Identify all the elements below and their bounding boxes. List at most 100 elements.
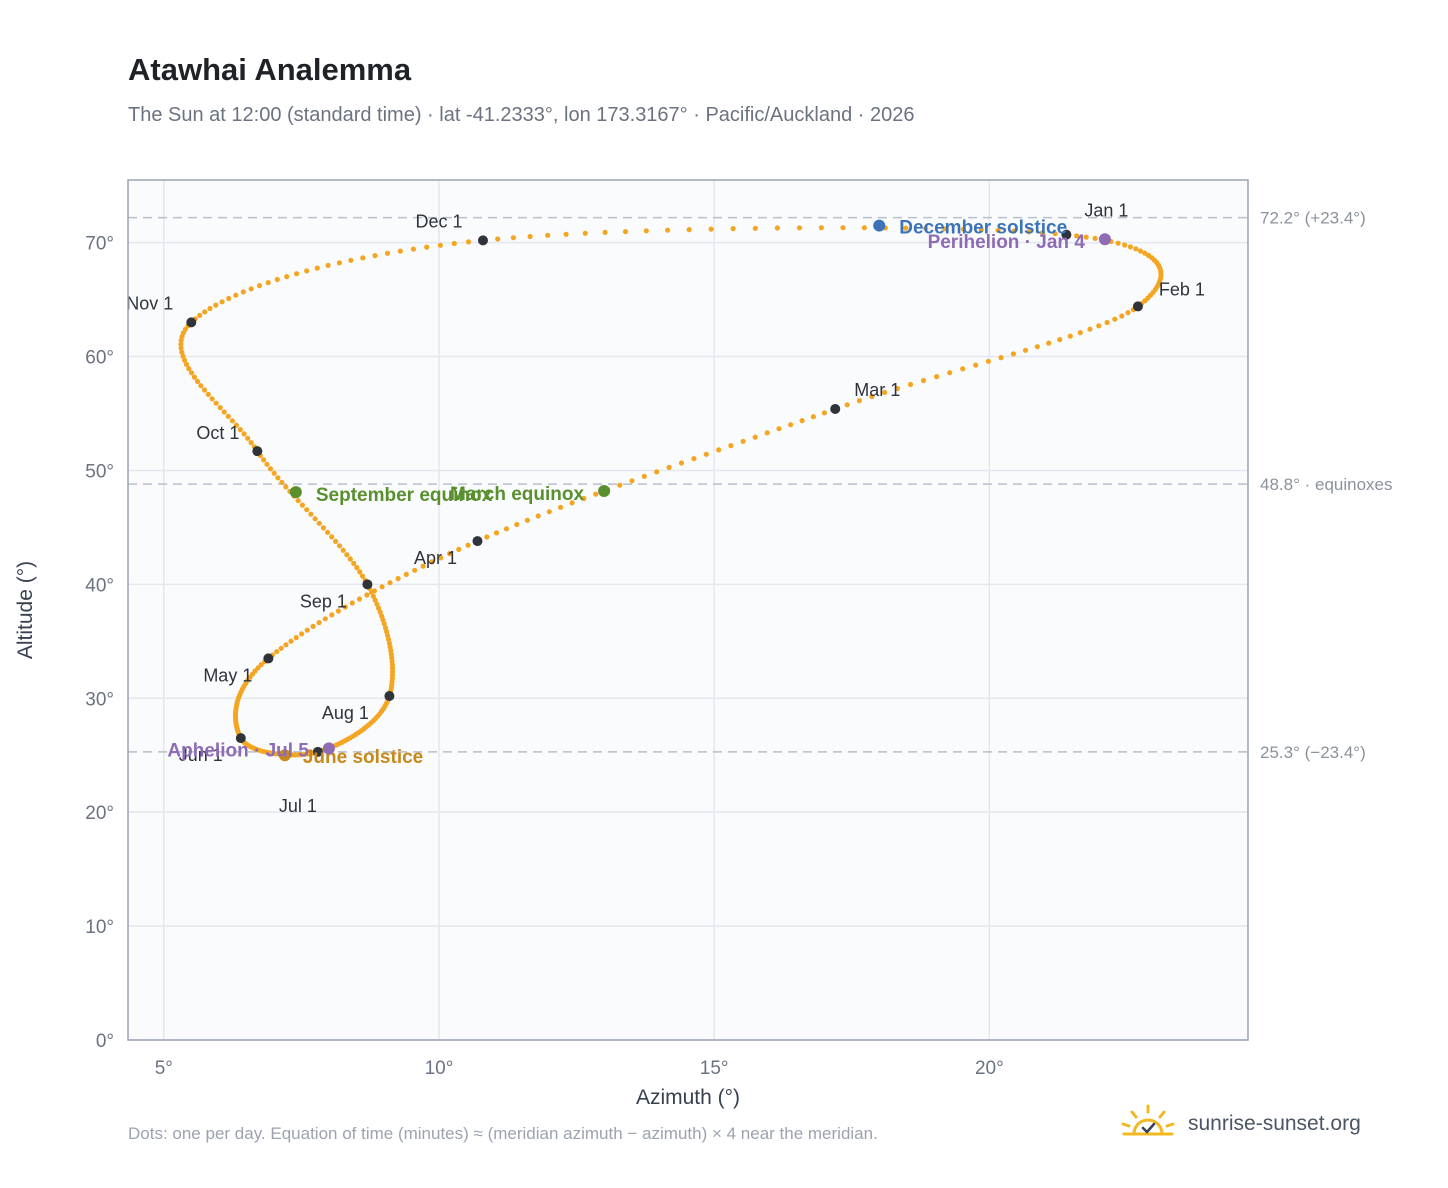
event-marker-label: Perihelion · Jan 4: [928, 232, 1086, 253]
daily-dot: [493, 530, 500, 536]
daily-dot: [179, 349, 185, 355]
daily-dot: [304, 507, 310, 513]
daily-dot: [856, 398, 863, 404]
daily-dot: [329, 534, 335, 540]
daily-dot: [978, 227, 984, 233]
daily-dot: [217, 405, 223, 411]
daily-dot: [1087, 326, 1093, 332]
daily-dot: [381, 621, 387, 627]
daily-dot: [545, 232, 551, 238]
daily-dot: [465, 239, 472, 245]
daily-dot: [1022, 347, 1029, 353]
event-marker-label: June solstice: [303, 747, 423, 768]
daily-dot: [622, 229, 629, 235]
month-marker-dot: [384, 691, 395, 701]
daily-dot: [1052, 231, 1058, 237]
daily-dot: [382, 625, 389, 631]
month-marker-label: Jun 1: [179, 745, 223, 765]
daily-dot: [1122, 242, 1128, 248]
y-tick-label: 10°: [85, 917, 114, 938]
month-marker-dot: [1061, 229, 1072, 240]
daily-dot: [563, 231, 569, 237]
daily-dot: [275, 475, 281, 481]
daily-dot: [1010, 351, 1017, 357]
month-markers: Jan 1 Feb 1 Mar 1 Apr 1 May 1 Jun 1 Jul 1 Aug 1…: [126, 201, 1205, 816]
daily-dot: [920, 377, 927, 384]
daily-dot: [1083, 234, 1089, 240]
daily-dot: [308, 511, 314, 517]
daily-dot: [1112, 316, 1118, 322]
event-marker-dot: [873, 219, 886, 232]
daily-dot: [370, 593, 376, 599]
daily-dot: [437, 242, 443, 248]
y-tick-label: 30°: [85, 689, 114, 710]
month-marker-label: Oct 1: [196, 423, 239, 443]
daily-dot: [1011, 228, 1017, 234]
daily-dot: [818, 225, 825, 231]
daily-dot: [295, 498, 301, 504]
daily-dot: [201, 387, 208, 393]
daily-dot: [219, 299, 225, 305]
daily-dot: [357, 569, 363, 575]
daily-dot: [188, 370, 195, 376]
daily-dot: [774, 225, 781, 231]
reference-lines: 72.2° (+23.4°) 48.8° · equinoxes 25.3° (−2…: [128, 209, 1393, 762]
daily-dot: [395, 576, 401, 582]
daily-dot: [429, 559, 435, 565]
daily-dot: [810, 414, 817, 420]
daily-dot: [271, 470, 277, 476]
daily-dot: [278, 645, 284, 651]
daily-dot: [840, 225, 846, 231]
daily-dot: [258, 662, 264, 668]
daily-dot: [1104, 319, 1110, 326]
daily-dot: [1046, 340, 1052, 346]
daily-dot: [299, 631, 305, 637]
event-marker-dot: [289, 486, 302, 499]
daily-dot: [384, 250, 391, 256]
daily-dot: [740, 438, 746, 444]
daily-dot: [288, 638, 294, 644]
month-marker-label: Aug 1: [322, 703, 369, 723]
month-marker-dot: [472, 536, 483, 547]
daily-dot: [283, 484, 289, 490]
daily-dot: [385, 633, 391, 639]
axes: 5° 10° 15° 20° 0° 10° 20° 30° 40° 50° 60° 70°: [85, 234, 1003, 1079]
daily-dot: [264, 461, 270, 467]
daily-dot: [340, 547, 346, 553]
daily-dot: [447, 551, 453, 557]
daily-dot: [869, 393, 875, 400]
daily-dot: [237, 427, 243, 433]
daily-dot: [202, 309, 208, 315]
daily-dot: [960, 226, 967, 232]
daily-dot: [178, 345, 184, 351]
daily-dot: [410, 246, 416, 252]
grid-lines: [128, 180, 1248, 1041]
month-marker-label: Mar 1: [854, 380, 900, 400]
daily-dot: [349, 600, 355, 606]
y-axis-label: Altitude (°): [14, 561, 37, 659]
month-marker-dot: [263, 653, 274, 664]
brand-logo[interactable]: sunrise-sunset.org: [1120, 1102, 1361, 1146]
daily-dot: [233, 422, 239, 428]
month-marker-label: Apr 1: [414, 548, 457, 568]
event-marker-dot: [1098, 233, 1111, 246]
daily-dot: [256, 283, 263, 289]
month-marker-dot: [235, 733, 246, 744]
daily-dot: [438, 555, 444, 561]
daily-dot: [424, 244, 430, 250]
daily-dot: [299, 502, 305, 508]
daily-dot: [907, 381, 914, 388]
month-marker-label: Jan 1: [1084, 201, 1128, 221]
daily-dot: [380, 617, 386, 623]
x-tick-label: 15°: [700, 1058, 729, 1079]
plot-frame: [127, 179, 1249, 1041]
daily-dot: [510, 235, 516, 241]
daily-dot: [205, 391, 211, 397]
daily-dot: [1074, 233, 1080, 239]
daily-dot: [1127, 244, 1133, 250]
daily-dot: [465, 542, 471, 548]
daily-dot: [377, 609, 383, 615]
daily-dot: [387, 580, 393, 586]
daily-dot: [894, 385, 901, 392]
